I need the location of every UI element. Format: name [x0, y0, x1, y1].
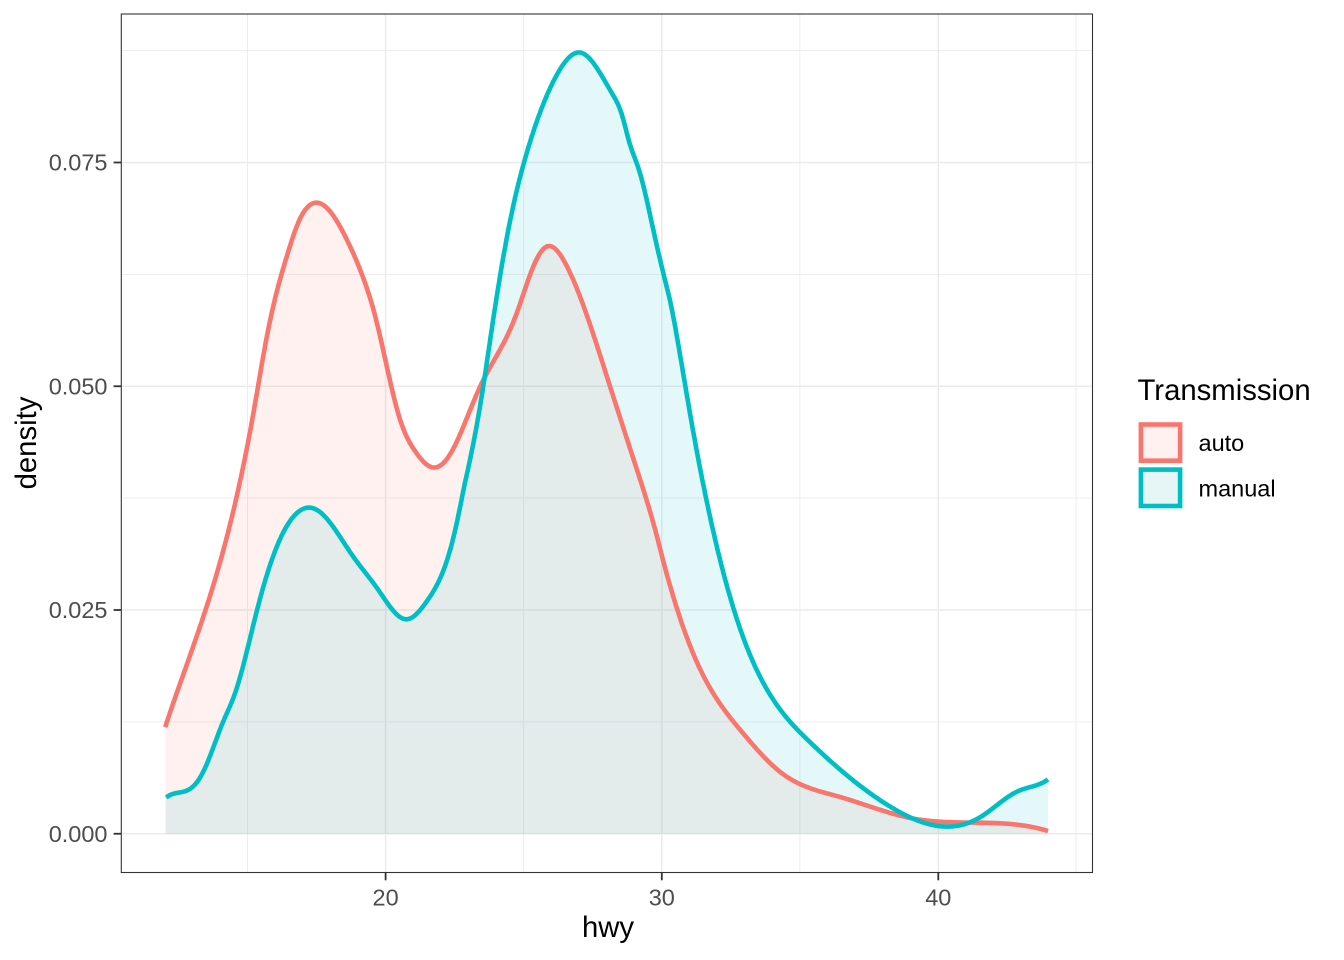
svg-text:hwy: hwy — [582, 911, 634, 944]
svg-text:density: density — [10, 396, 43, 489]
svg-text:manual: manual — [1199, 475, 1276, 501]
svg-text:0.000: 0.000 — [49, 821, 108, 847]
svg-text:0.075: 0.075 — [49, 150, 108, 176]
svg-text:0.050: 0.050 — [49, 373, 108, 399]
svg-text:0.025: 0.025 — [49, 597, 108, 623]
svg-text:40: 40 — [925, 885, 951, 911]
svg-text:30: 30 — [649, 885, 675, 911]
svg-text:Transmission: Transmission — [1138, 374, 1311, 407]
svg-text:20: 20 — [373, 885, 399, 911]
svg-text:auto: auto — [1199, 430, 1245, 456]
